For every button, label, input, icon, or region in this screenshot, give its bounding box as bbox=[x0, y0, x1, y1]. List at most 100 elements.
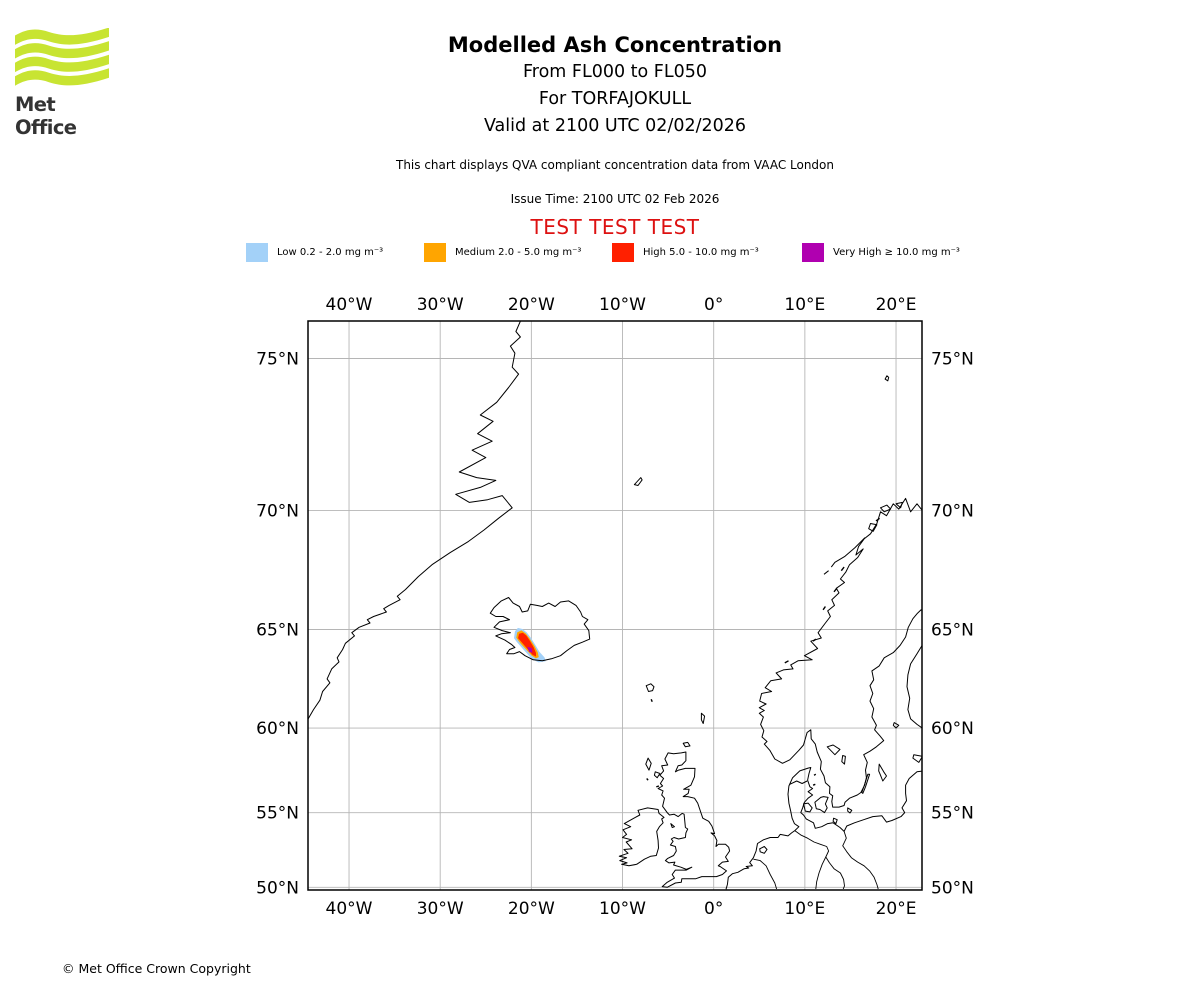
islet bbox=[840, 566, 845, 572]
lon-tick-label-bottom: 0° bbox=[704, 899, 723, 919]
issue-time: Issue Time: 2100 UTC 02 Feb 2026 bbox=[510, 192, 720, 206]
subtitle-flight-levels: From FL000 to FL050 bbox=[522, 62, 708, 82]
coastline bbox=[489, 597, 591, 662]
lon-tick-label-top: 10°E bbox=[784, 295, 825, 315]
coastline bbox=[789, 780, 808, 785]
legend-label-high: High 5.0 - 10.0 mg m⁻³ bbox=[643, 246, 759, 258]
islet bbox=[812, 783, 816, 786]
title-block: Modelled Ash Concentration From FL000 to… bbox=[308, 31, 922, 140]
lon-tick-label-top: 20°E bbox=[876, 295, 917, 315]
lat-tick-label-left: 70°N bbox=[256, 501, 299, 521]
legend-swatch-medium bbox=[424, 242, 446, 262]
map-tick-labels: 40°W 40°W 30°W 30°W 20°W 20°W 10°W 10°W 0° 0° 10°E… bbox=[256, 295, 974, 919]
coastline bbox=[700, 712, 706, 724]
lon-tick-label-bottom: 40°W bbox=[326, 899, 373, 919]
legend-swatch-low bbox=[246, 242, 268, 262]
lon-tick-label-top: 0° bbox=[704, 295, 723, 315]
coastline bbox=[725, 767, 922, 890]
page-title: Modelled Ash Concentration bbox=[447, 33, 783, 57]
legend-item-very-high: Very High ≥ 10.0 mg m⁻³ bbox=[802, 242, 960, 262]
coastline bbox=[826, 744, 841, 756]
lat-tick-label-left: 50°N bbox=[256, 878, 299, 898]
lat-tick-label-right: 75°N bbox=[931, 350, 974, 370]
coastline bbox=[653, 771, 661, 779]
legend-label-medium: Medium 2.0 - 5.0 mg m⁻³ bbox=[455, 246, 582, 258]
lon-tick-label-bottom: 20°E bbox=[876, 899, 917, 919]
coastline bbox=[912, 754, 922, 763]
map-gridlines bbox=[308, 321, 922, 890]
coastline bbox=[823, 570, 829, 575]
legend: Low 0.2 - 2.0 mg m⁻³ Medium 2.0 - 5.0 mg … bbox=[0, 242, 1200, 264]
lon-tick-label-top: 10°W bbox=[599, 295, 646, 315]
river bbox=[842, 831, 879, 890]
logo-wave-band bbox=[15, 54, 109, 73]
coastline bbox=[884, 375, 890, 382]
lon-tick-label-top: 40°W bbox=[326, 295, 373, 315]
qva-compliance-note: This chart displays QVA compliant concen… bbox=[396, 158, 834, 172]
lon-tick-label-bottom: 30°W bbox=[417, 899, 464, 919]
logo-wordmark: Met Office bbox=[15, 93, 77, 139]
coastline bbox=[645, 757, 652, 771]
lat-tick-label-left: 60°N bbox=[256, 719, 299, 739]
coastline bbox=[670, 823, 675, 828]
legend-label-very-high: Very High ≥ 10.0 mg m⁻³ bbox=[833, 246, 960, 258]
lat-tick-label-right: 60°N bbox=[931, 719, 974, 739]
copyright-text: © Met Office Crown Copyright bbox=[62, 961, 251, 976]
coastline bbox=[759, 846, 768, 854]
coastline bbox=[841, 755, 846, 765]
lon-tick-label-bottom: 20°W bbox=[508, 899, 555, 919]
ash-plume-very-high bbox=[527, 646, 533, 653]
islet bbox=[833, 587, 838, 593]
coastline bbox=[880, 504, 892, 513]
legend-item-high: High 5.0 - 10.0 mg m⁻³ bbox=[612, 242, 759, 262]
coastline bbox=[633, 477, 643, 486]
coastline bbox=[906, 644, 922, 729]
map-coastlines bbox=[308, 321, 922, 890]
islet bbox=[812, 638, 817, 642]
lat-tick-label-right: 55°N bbox=[931, 804, 974, 824]
legend-swatch-very-high bbox=[802, 242, 824, 262]
coastline bbox=[308, 321, 522, 721]
test-banner: TEST TEST TEST bbox=[530, 215, 700, 239]
lat-tick-label-right: 70°N bbox=[931, 501, 974, 521]
coastline bbox=[868, 523, 878, 532]
islet bbox=[646, 778, 649, 781]
river bbox=[815, 856, 827, 890]
coastline bbox=[803, 802, 813, 813]
coastline bbox=[830, 537, 866, 568]
legend-swatch-high bbox=[612, 242, 634, 262]
islet bbox=[813, 773, 817, 776]
lat-tick-label-right: 65°N bbox=[931, 620, 974, 640]
lat-tick-label-right: 50°N bbox=[931, 878, 974, 898]
coastline bbox=[618, 807, 665, 867]
coastline bbox=[832, 817, 838, 825]
islet bbox=[656, 785, 660, 788]
lon-tick-label-bottom: 10°E bbox=[784, 899, 825, 919]
logo-wave-band bbox=[15, 41, 109, 59]
legend-item-medium: Medium 2.0 - 5.0 mg m⁻³ bbox=[424, 242, 581, 262]
map-frame bbox=[307, 320, 923, 891]
river bbox=[753, 858, 778, 890]
logo-wave-band bbox=[15, 27, 109, 45]
coastline bbox=[682, 741, 691, 748]
coastline bbox=[847, 807, 853, 814]
lat-tick-label-left: 65°N bbox=[256, 620, 299, 640]
islet bbox=[875, 517, 881, 522]
lat-tick-label-left: 75°N bbox=[256, 350, 299, 370]
coastline bbox=[878, 763, 887, 782]
river bbox=[794, 830, 845, 890]
subtitle-valid-time: Valid at 2100 UTC 02/02/2026 bbox=[483, 116, 747, 136]
legend-item-low: Low 0.2 - 2.0 mg m⁻³ bbox=[246, 242, 383, 262]
coastline bbox=[861, 773, 871, 794]
coastline bbox=[892, 722, 900, 729]
logo-wave-band bbox=[15, 68, 109, 86]
lon-tick-label-bottom: 10°W bbox=[599, 899, 646, 919]
lon-tick-label-top: 20°W bbox=[508, 295, 555, 315]
ash-plume bbox=[513, 627, 546, 663]
coastline bbox=[645, 683, 655, 692]
subtitle-volcano: For TORFAJOKULL bbox=[538, 89, 692, 109]
islet bbox=[650, 698, 653, 702]
met-office-logo-waves-icon bbox=[15, 27, 109, 86]
